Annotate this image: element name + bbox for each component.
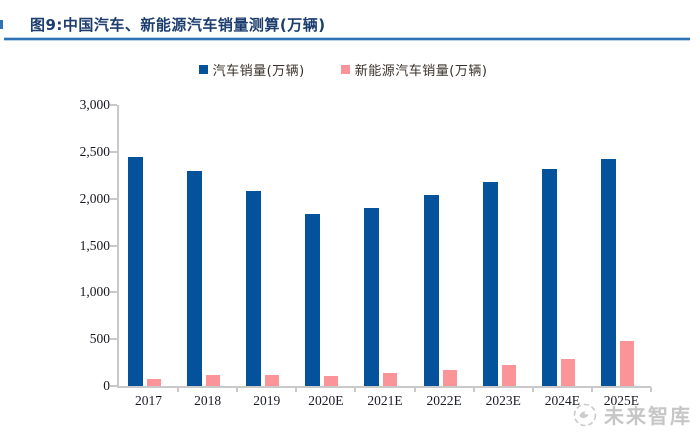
bar-nev-sales (442, 369, 457, 386)
y-tick-mark (110, 197, 117, 200)
watermark: 未来智库 (572, 400, 692, 429)
plot-area (117, 105, 651, 388)
bar-nev-sales (265, 375, 280, 386)
bar-nev-sales (324, 375, 339, 386)
bar-nev-sales (619, 341, 634, 386)
bar-auto-sales (187, 170, 203, 386)
legend-label-nev-sales: 新能源汽车销量(万辆) (354, 63, 488, 79)
y-tick-label: 500 (89, 331, 110, 347)
y-tick-mark (110, 338, 117, 341)
bar-auto-sales (423, 195, 439, 386)
x-tick-label: 2025E (603, 393, 640, 408)
y-tick-label: 1,500 (79, 237, 110, 253)
bar-auto-sales (246, 191, 262, 386)
y-tick-mark (110, 291, 117, 294)
bar-auto-sales (541, 169, 557, 386)
bar-auto-sales (128, 157, 143, 386)
watermark-text: 未来智库 (604, 404, 692, 428)
x-tick-mark (295, 387, 298, 392)
x-tick-label: 2017 (135, 393, 163, 408)
y-tick-label: 0 (103, 378, 110, 393)
x-tick-mark (354, 387, 357, 392)
chart-legend: 汽车销量(万辆) 新能源汽车销量(万辆) (0, 60, 686, 79)
bar-nev-sales (147, 378, 161, 386)
y-tick-label: 2,000 (79, 190, 110, 206)
x-tick-label: 2020E (308, 393, 344, 408)
y-tick-mark (110, 385, 117, 387)
bar-nev-sales (383, 373, 398, 386)
bar-nev-sales (560, 359, 575, 386)
x-tick-label: 2018 (194, 393, 222, 408)
legend-swatch-auto-sales-icon (198, 64, 208, 74)
left-edge-mark (0, 20, 3, 29)
x-tick-label: 2019 (253, 393, 281, 408)
y-tick-label: 1,000 (79, 284, 110, 300)
x-tick-mark (177, 387, 180, 392)
y-tick-mark (110, 244, 117, 247)
bar-auto-sales (364, 207, 380, 386)
x-tick-mark (650, 387, 652, 392)
y-tick-mark (110, 104, 117, 106)
legend-label-auto-sales: 汽车销量(万辆) (212, 63, 305, 79)
y-tick-label: 2,500 (79, 143, 110, 159)
x-tick-mark (472, 387, 475, 392)
legend-swatch-nev-sales-icon (340, 64, 350, 74)
bar-nev-sales (206, 374, 221, 386)
title-underline (4, 37, 690, 41)
x-tick-mark (236, 387, 239, 392)
x-tick-label: 2021E (367, 393, 403, 408)
x-tick-label: 2024E (544, 393, 580, 408)
figure-title: 图9:中国汽车、新能源汽车销量测算(万辆) (30, 16, 326, 34)
watermark-bird-circle-icon (573, 403, 597, 426)
x-tick-label: 2022E (426, 393, 462, 408)
legend-item-auto-sales: 汽车销量(万辆) (198, 60, 305, 79)
x-tick-mark (413, 387, 416, 392)
bar-auto-sales (305, 213, 321, 386)
bar-nev-sales (501, 364, 516, 386)
y-tick-label: 3,000 (79, 97, 110, 112)
y-tick-mark (110, 150, 117, 153)
x-tick-label: 2023E (485, 393, 521, 408)
x-tick-mark (531, 387, 534, 392)
bar-auto-sales (600, 158, 616, 386)
legend-item-nev-sales: 新能源汽车销量(万辆) (340, 60, 488, 79)
x-tick-mark (590, 387, 593, 392)
bar-auto-sales (482, 182, 498, 386)
